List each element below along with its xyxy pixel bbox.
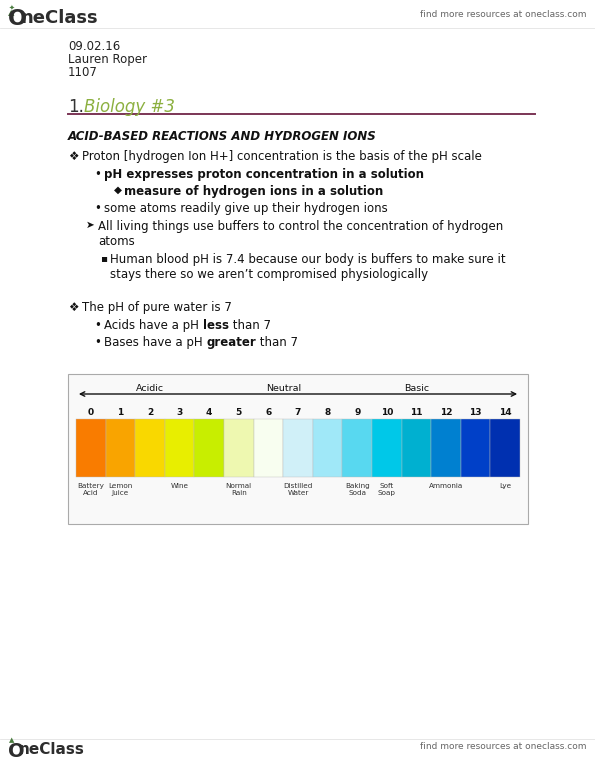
Text: 9: 9: [354, 408, 361, 417]
Text: 14: 14: [499, 408, 512, 417]
Text: find more resources at oneclass.com: find more resources at oneclass.com: [421, 742, 587, 751]
Text: Lauren Roper: Lauren Roper: [68, 53, 147, 66]
Text: 1107: 1107: [68, 66, 98, 79]
Bar: [342, 419, 372, 477]
Text: ◆: ◆: [114, 185, 122, 195]
Bar: [431, 419, 461, 477]
Text: •: •: [94, 336, 101, 349]
Text: 6: 6: [265, 408, 271, 417]
Text: 1: 1: [117, 408, 124, 417]
Bar: [461, 419, 490, 477]
Text: Basic: Basic: [404, 384, 429, 393]
Text: Soft
Soap: Soft Soap: [378, 483, 396, 496]
Text: 12: 12: [440, 408, 452, 417]
Bar: [313, 419, 342, 477]
Text: 13: 13: [469, 408, 482, 417]
Text: ▲: ▲: [8, 8, 14, 17]
Text: Wine: Wine: [171, 483, 189, 489]
Text: Distilled
Water: Distilled Water: [283, 483, 313, 496]
Text: less: less: [203, 319, 228, 332]
Text: Human blood pH is 7.4 because our body is buffers to make sure it: Human blood pH is 7.4 because our body i…: [110, 253, 506, 266]
Bar: [76, 419, 105, 477]
Text: find more resources at oneclass.com: find more resources at oneclass.com: [421, 10, 587, 19]
Text: stays there so we aren’t compromised physiologically: stays there so we aren’t compromised phy…: [110, 268, 428, 281]
Text: 0: 0: [87, 408, 94, 417]
Text: 7: 7: [295, 408, 301, 417]
Text: Normal
Rain: Normal Rain: [226, 483, 252, 496]
Text: Battery
Acid: Battery Acid: [77, 483, 104, 496]
Bar: [68, 374, 528, 524]
Bar: [135, 419, 165, 477]
Bar: [165, 419, 195, 477]
Text: some atoms readily give up their hydrogen ions: some atoms readily give up their hydroge…: [104, 202, 388, 215]
Text: 5: 5: [236, 408, 242, 417]
Text: greater: greater: [206, 336, 256, 349]
Bar: [195, 419, 224, 477]
Text: than 7: than 7: [228, 319, 271, 332]
Text: measure of hydrogen ions in a solution: measure of hydrogen ions in a solution: [124, 185, 383, 198]
Text: than 7: than 7: [256, 336, 298, 349]
Text: ➤: ➤: [86, 220, 95, 230]
Text: 11: 11: [410, 408, 422, 417]
Bar: [490, 419, 520, 477]
Text: 09.02.16: 09.02.16: [68, 40, 120, 53]
Text: Proton [hydrogen Ion H+] concentration is the basis of the pH scale: Proton [hydrogen Ion H+] concentration i…: [82, 150, 482, 163]
Bar: [105, 419, 135, 477]
Text: •: •: [94, 319, 101, 332]
Bar: [402, 419, 431, 477]
Text: Biology #3: Biology #3: [84, 98, 175, 116]
Text: 10: 10: [381, 408, 393, 417]
Text: ✦: ✦: [9, 5, 15, 11]
Text: Acidic: Acidic: [136, 384, 164, 393]
Text: Lemon
Juice: Lemon Juice: [108, 483, 133, 496]
Text: •: •: [94, 168, 101, 181]
Text: Neutral: Neutral: [265, 384, 300, 393]
Text: ACID-BASED REACTIONS AND HYDROGEN IONS: ACID-BASED REACTIONS AND HYDROGEN IONS: [68, 130, 377, 143]
Text: neClass: neClass: [21, 9, 99, 27]
Bar: [224, 419, 253, 477]
Text: The pH of pure water is 7: The pH of pure water is 7: [82, 301, 232, 314]
Text: atoms: atoms: [98, 235, 134, 248]
Text: Baking
Soda: Baking Soda: [345, 483, 369, 496]
Text: 4: 4: [206, 408, 212, 417]
Bar: [253, 419, 283, 477]
Text: pH expresses proton concentration in a solution: pH expresses proton concentration in a s…: [104, 168, 424, 181]
Bar: [283, 419, 313, 477]
Text: O: O: [8, 9, 27, 29]
Text: ▪: ▪: [100, 253, 107, 263]
Text: •: •: [94, 202, 101, 215]
Text: Bases have a pH: Bases have a pH: [104, 336, 206, 349]
Text: Ammonia: Ammonia: [429, 483, 463, 489]
Text: 1.: 1.: [68, 98, 84, 116]
Text: 2: 2: [147, 408, 153, 417]
Text: O: O: [8, 742, 24, 761]
Text: ❖: ❖: [68, 301, 79, 314]
Text: 3: 3: [177, 408, 183, 417]
Text: Lye: Lye: [499, 483, 511, 489]
Text: ▲: ▲: [9, 737, 14, 743]
Text: 8: 8: [324, 408, 331, 417]
Text: ❖: ❖: [68, 150, 79, 163]
Text: All living things use buffers to control the concentration of hydrogen: All living things use buffers to control…: [98, 220, 503, 233]
Text: neClass: neClass: [19, 742, 85, 757]
Bar: [372, 419, 402, 477]
Text: Acids have a pH: Acids have a pH: [104, 319, 203, 332]
